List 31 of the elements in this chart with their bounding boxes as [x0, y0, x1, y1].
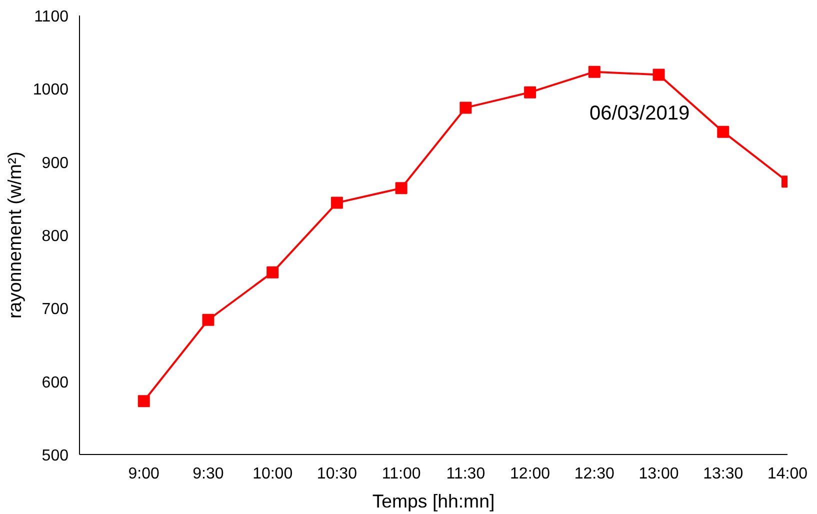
x-tick-label: 13:00 — [638, 466, 679, 482]
x-tick-label: 11:30 — [446, 466, 486, 482]
point — [717, 126, 730, 138]
point — [330, 196, 343, 209]
annotation: 06/03/2019 — [590, 102, 690, 124]
point — [202, 314, 214, 326]
point — [395, 182, 408, 194]
point — [266, 266, 279, 278]
x-tick-label: 13:30 — [703, 466, 744, 482]
point — [138, 395, 150, 408]
y-tick-label: 800 — [42, 228, 69, 245]
point — [652, 68, 665, 81]
y-tick-label: 1100 — [34, 8, 69, 26]
x-tick-label: 12:00 — [510, 466, 550, 482]
point — [524, 86, 536, 98]
y-tick-label: 1000 — [32, 82, 69, 99]
y-tick-label: 500 — [42, 448, 69, 464]
x-tick-label: 14:00 — [767, 466, 808, 482]
x-axis-title: Temps [hh:mn] — [372, 490, 495, 512]
x-tick-label: 9:30 — [192, 466, 224, 482]
x-tick-label: 10:00 — [252, 466, 293, 482]
x-tick-label: 11:00 — [382, 466, 421, 482]
y-tick-label: 900 — [42, 154, 69, 172]
x-tick-label: 10:30 — [316, 466, 358, 482]
point — [588, 66, 600, 78]
x-tick-label: 9:00 — [128, 466, 160, 482]
y-tick-label: 600 — [42, 374, 69, 392]
x-tick-label: 12:30 — [574, 466, 615, 482]
y-tick-label: 700 — [42, 301, 69, 318]
y-axis-title: rayonnement (w/m²) — [4, 152, 25, 318]
point — [460, 102, 472, 114]
